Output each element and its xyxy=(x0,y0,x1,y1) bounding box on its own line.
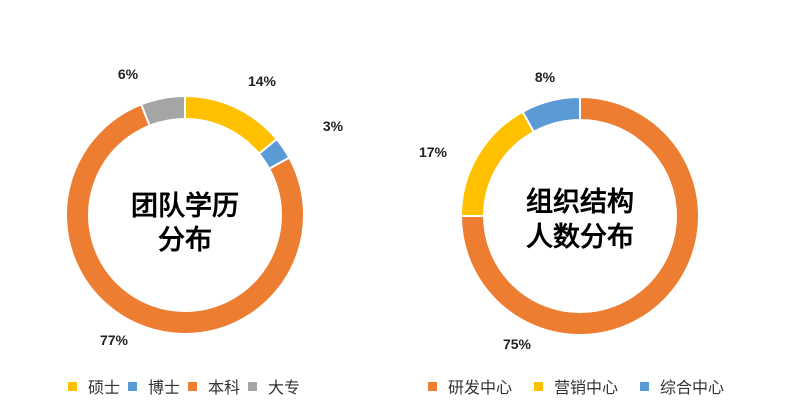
chart1-legend-label-0: 硕士 xyxy=(88,378,120,397)
chart1-slice-3 xyxy=(139,94,186,128)
chart2-legend-label-2: 综合中心 xyxy=(660,378,724,397)
chart2-legend-swatch-0 xyxy=(428,382,437,391)
chart1-value-label-1: 3% xyxy=(323,118,344,134)
chart1-slice-0 xyxy=(184,94,279,156)
chart2-value-label-1: 17% xyxy=(419,144,448,160)
chart2-legend-label-1: 营销中心 xyxy=(554,378,618,397)
chart1-center-line2: 分布 xyxy=(158,225,212,256)
chart1-value-label-2: 77% xyxy=(100,332,129,348)
chart2-center-line2: 人数分布 xyxy=(526,222,634,253)
chart2-legend-swatch-2 xyxy=(640,382,649,391)
chart2-value-label-0: 75% xyxy=(503,336,532,352)
chart2-legend-label-0: 研发中心 xyxy=(448,378,512,397)
chart1-value-label-3: 6% xyxy=(118,66,139,82)
chart2-value-label-2: 8% xyxy=(535,69,556,85)
chart2-slice-0 xyxy=(459,95,700,336)
chart2-slice-1 xyxy=(459,110,536,217)
chart1-value-label-0: 14% xyxy=(248,73,277,89)
chart1-legend-swatch-3 xyxy=(248,382,257,391)
chart1-legend-swatch-2 xyxy=(188,382,197,391)
org-structure-donut-chart: 75% 17% 8% 组织结构 人数分布 研发中心 营销中心 综合中心 xyxy=(419,69,724,397)
chart1-legend-label-1: 博士 xyxy=(148,378,180,397)
education-donut-chart: 14% 3% 77% 6% 团队学历 分布 硕士 博士 本科 大专 xyxy=(65,66,344,397)
chart2-slice-2 xyxy=(521,95,581,134)
chart2-center-line1: 组织结构 xyxy=(526,186,634,218)
chart1-legend-swatch-0 xyxy=(68,382,77,391)
chart1-legend-swatch-1 xyxy=(128,382,137,391)
chart1-legend-label-2: 本科 xyxy=(208,378,240,397)
chart1-slice-2 xyxy=(65,103,305,335)
chart1-legend-label-3: 大专 xyxy=(268,378,300,397)
chart1-center-line1: 团队学历 xyxy=(131,190,239,222)
chart2-legend-swatch-1 xyxy=(534,382,543,391)
